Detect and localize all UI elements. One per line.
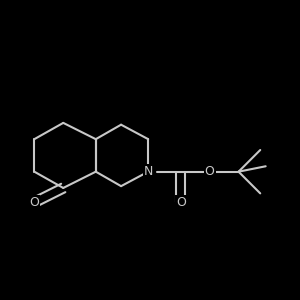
Text: O: O: [29, 196, 39, 209]
Text: N: N: [143, 165, 153, 178]
Text: O: O: [176, 196, 186, 209]
Text: O: O: [205, 165, 214, 178]
